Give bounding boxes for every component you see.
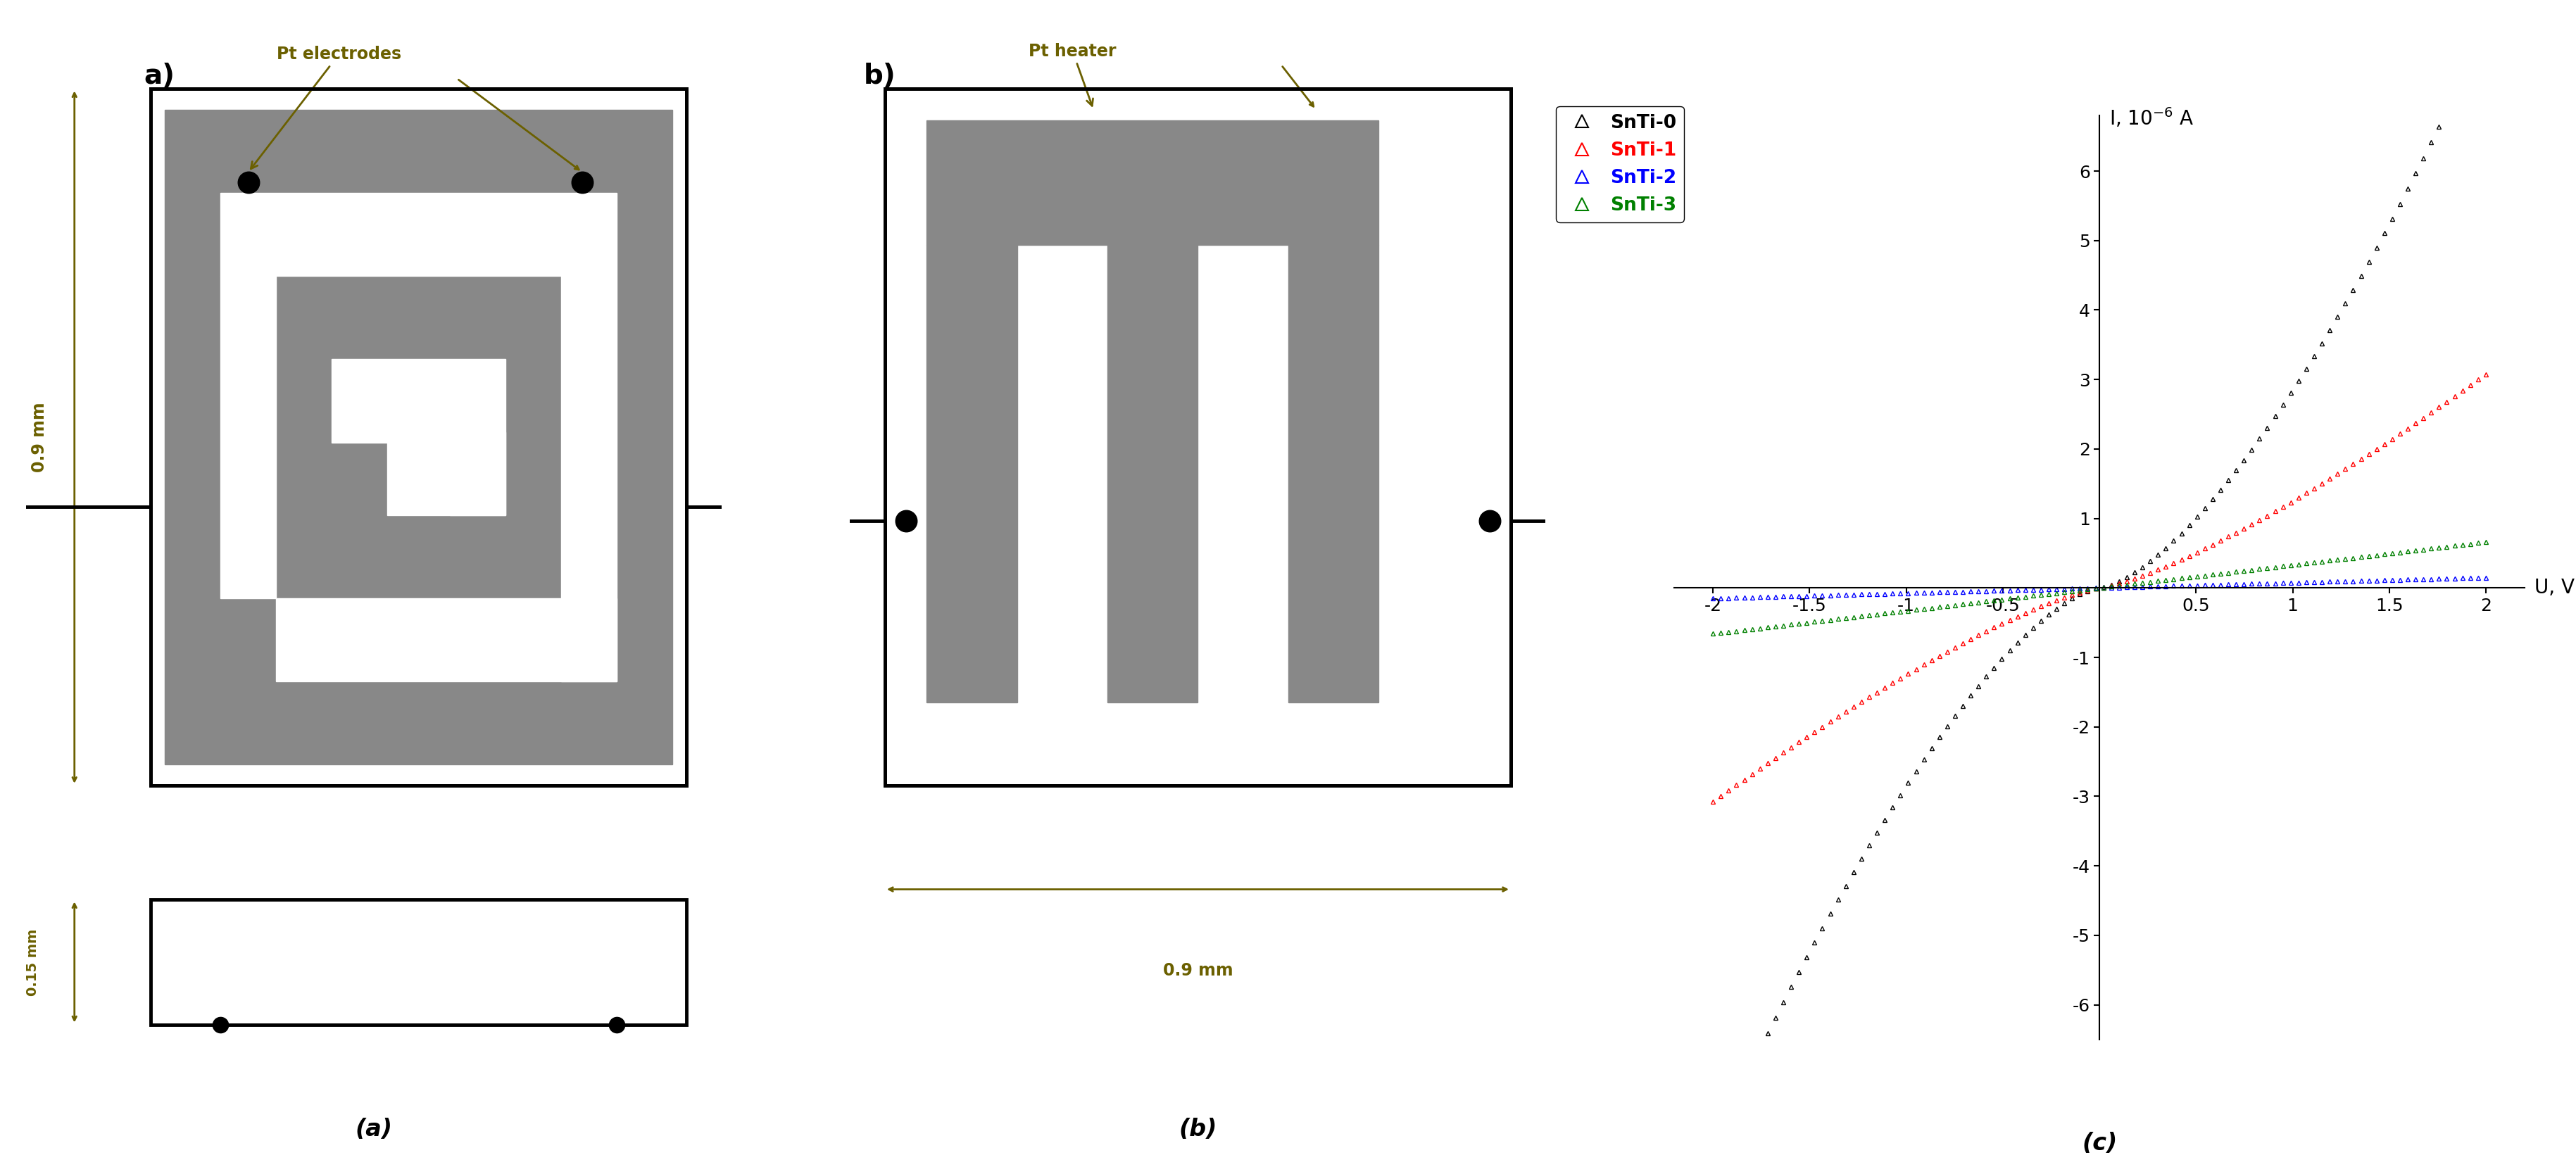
SnTi-1 (2470, 367, 2501, 381)
SnTi-2 (2159, 579, 2190, 593)
SnTi-3 (2432, 539, 2463, 553)
SnTi-2 (2470, 571, 2501, 584)
Text: I, 10$^{-6}$ A: I, 10$^{-6}$ A (2110, 106, 2195, 129)
SnTi-1 (1878, 676, 1909, 690)
SnTi-1 (2159, 556, 2190, 569)
Bar (386, 432, 451, 442)
SnTi-1 (1847, 695, 1878, 709)
Bar (927, 120, 1378, 245)
SnTi-0 (2432, 104, 2463, 118)
Bar (222, 276, 276, 598)
SnTi-0 (1698, 1141, 1728, 1155)
SnTi-3 (1878, 605, 1909, 619)
Bar (152, 89, 685, 785)
Bar (222, 193, 618, 276)
SnTi-3 (1847, 609, 1878, 623)
Bar (886, 89, 1512, 785)
Bar (276, 598, 618, 681)
SnTi-0 (1847, 852, 1878, 866)
Text: 0.9 mm: 0.9 mm (31, 402, 49, 472)
SnTi-1 (2097, 579, 2128, 593)
SnTi-0 (2159, 534, 2190, 547)
Text: Pt electrodes: Pt electrodes (250, 46, 402, 169)
SnTi-2 (2432, 572, 2463, 586)
Line: SnTi-0: SnTi-0 (1710, 25, 2488, 1150)
Legend: SnTi-0, SnTi-1, SnTi-2, SnTi-3: SnTi-0, SnTi-1, SnTi-2, SnTi-3 (1556, 106, 1685, 222)
Text: 0.15 mm: 0.15 mm (26, 929, 39, 996)
SnTi-0 (2409, 151, 2439, 165)
Bar (152, 900, 685, 1024)
SnTi-2 (1847, 588, 1878, 602)
SnTi-2 (1698, 591, 1728, 605)
Text: U, V: U, V (2535, 578, 2573, 598)
Bar (1108, 245, 1198, 702)
SnTi-3 (1698, 627, 1728, 641)
SnTi-3 (2409, 543, 2439, 557)
SnTi-3 (2097, 580, 2128, 594)
SnTi-3 (2159, 572, 2190, 586)
SnTi-0 (2470, 21, 2501, 35)
SnTi-1 (2432, 395, 2463, 409)
Bar (332, 359, 505, 442)
Bar (451, 442, 505, 515)
Line: SnTi-1: SnTi-1 (1710, 372, 2488, 804)
Bar (927, 245, 1018, 702)
Text: (b): (b) (1180, 1118, 1216, 1141)
Text: (c): (c) (2081, 1132, 2117, 1155)
SnTi-0 (2097, 578, 2128, 591)
SnTi-3 (2470, 535, 2501, 549)
Bar (152, 89, 685, 785)
Bar (886, 89, 1512, 785)
SnTi-2 (2409, 572, 2439, 586)
SnTi-0 (1878, 800, 1909, 814)
Line: SnTi-3: SnTi-3 (1710, 539, 2488, 636)
Bar (1288, 245, 1378, 702)
Line: SnTi-2: SnTi-2 (1710, 575, 2488, 601)
Text: Pt heater: Pt heater (1028, 43, 1115, 106)
SnTi-1 (1698, 795, 1728, 808)
Text: 0.9 mm: 0.9 mm (1162, 962, 1234, 979)
Text: (a): (a) (355, 1118, 392, 1141)
SnTi-2 (1878, 587, 1909, 601)
Bar (386, 432, 505, 515)
Text: a): a) (144, 62, 175, 90)
SnTi-2 (2097, 581, 2128, 595)
Bar (165, 110, 672, 765)
SnTi-1 (2409, 411, 2439, 425)
Bar (562, 276, 618, 681)
Text: b): b) (863, 62, 896, 90)
